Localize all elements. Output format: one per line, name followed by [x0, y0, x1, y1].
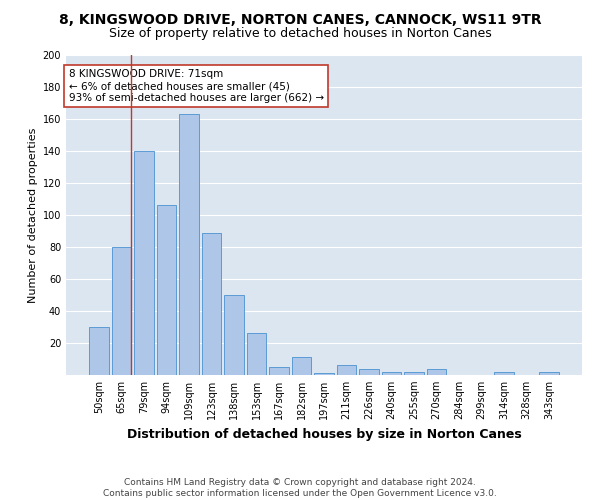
- Bar: [179, 114, 199, 375]
- Bar: [247, 334, 266, 375]
- Bar: [539, 372, 559, 375]
- Bar: [337, 366, 356, 375]
- Bar: [157, 206, 176, 375]
- Bar: [382, 372, 401, 375]
- Bar: [134, 151, 154, 375]
- Bar: [404, 372, 424, 375]
- Y-axis label: Number of detached properties: Number of detached properties: [28, 128, 38, 302]
- Bar: [292, 358, 311, 375]
- Bar: [224, 295, 244, 375]
- Text: 8 KINGSWOOD DRIVE: 71sqm
← 6% of detached houses are smaller (45)
93% of semi-de: 8 KINGSWOOD DRIVE: 71sqm ← 6% of detache…: [68, 70, 324, 102]
- Bar: [314, 374, 334, 375]
- Bar: [202, 232, 221, 375]
- Text: Size of property relative to detached houses in Norton Canes: Size of property relative to detached ho…: [109, 28, 491, 40]
- X-axis label: Distribution of detached houses by size in Norton Canes: Distribution of detached houses by size …: [127, 428, 521, 440]
- Bar: [359, 368, 379, 375]
- Bar: [89, 327, 109, 375]
- Bar: [112, 247, 131, 375]
- Bar: [494, 372, 514, 375]
- Text: 8, KINGSWOOD DRIVE, NORTON CANES, CANNOCK, WS11 9TR: 8, KINGSWOOD DRIVE, NORTON CANES, CANNOC…: [59, 12, 541, 26]
- Bar: [427, 368, 446, 375]
- Bar: [269, 367, 289, 375]
- Text: Contains HM Land Registry data © Crown copyright and database right 2024.
Contai: Contains HM Land Registry data © Crown c…: [103, 478, 497, 498]
